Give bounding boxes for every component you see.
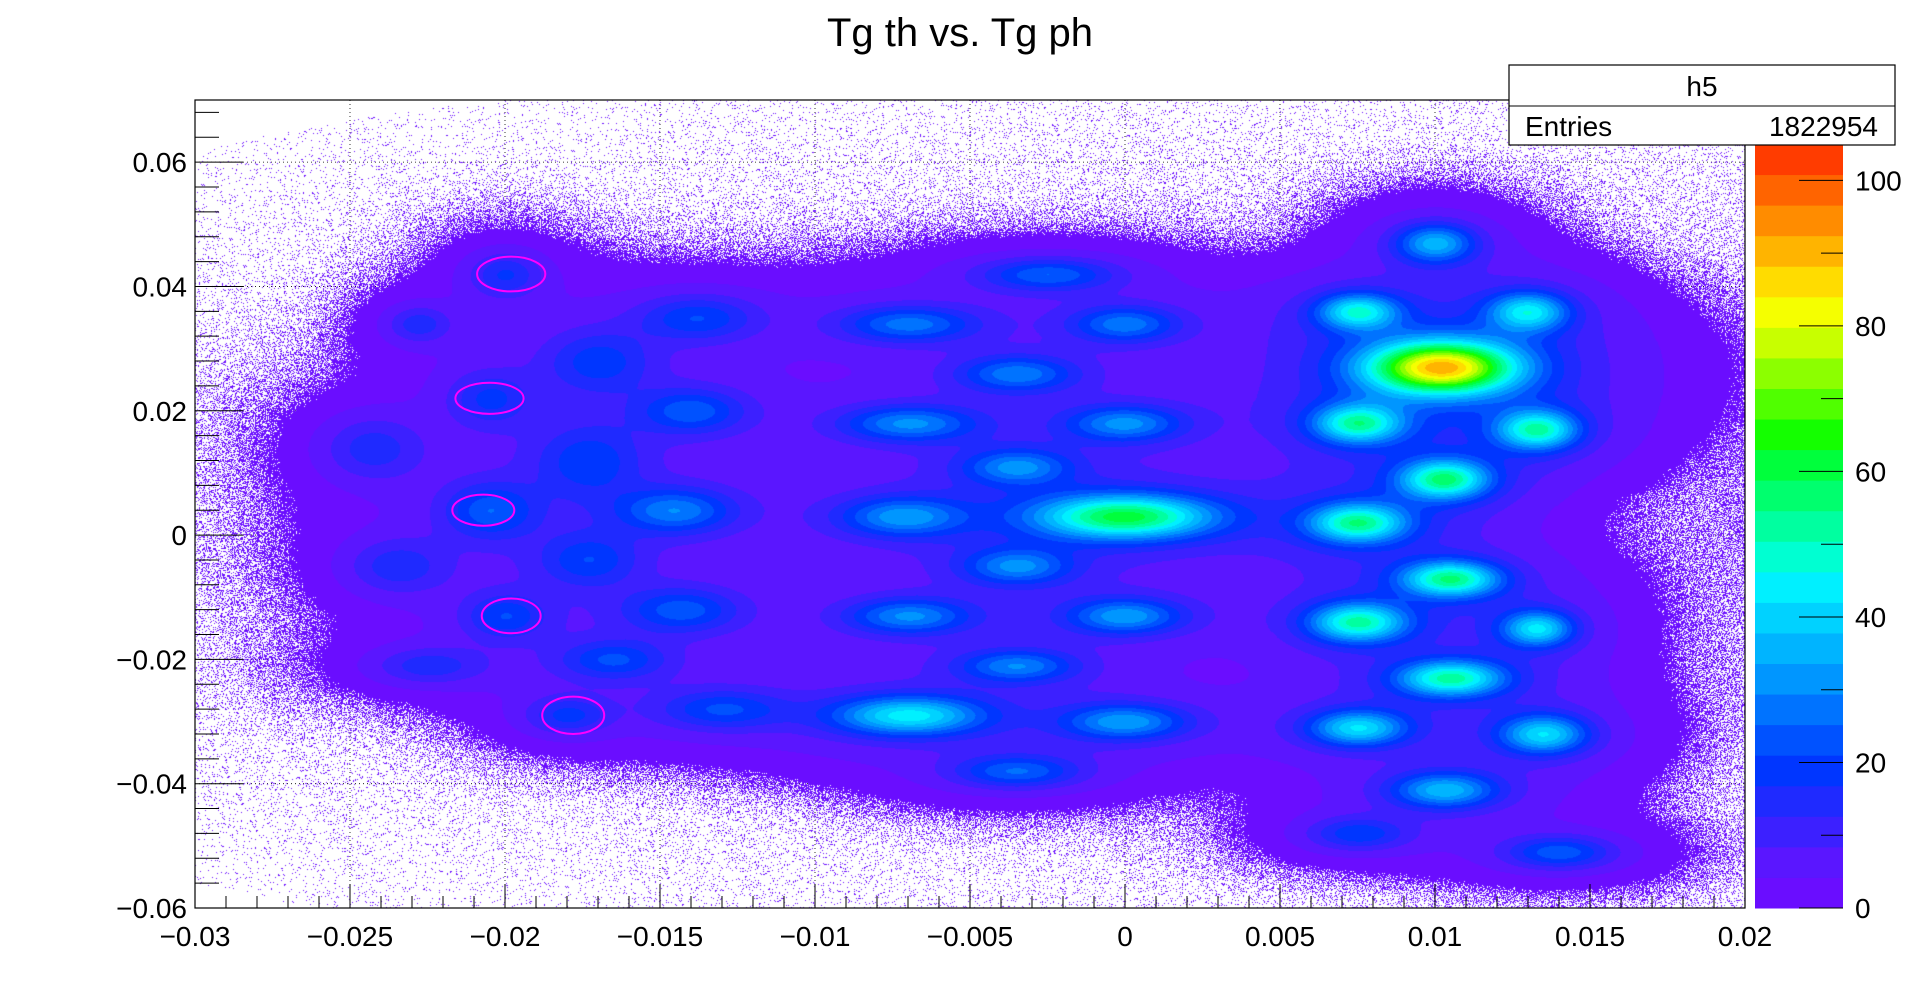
x-tick-label-5: −0.005	[927, 921, 1013, 952]
cut-contour-2	[451, 493, 516, 527]
colorbar-segment-4	[1755, 755, 1843, 787]
colorbar-segment-19	[1755, 296, 1843, 328]
colorbar-tick-label-4: 80	[1855, 311, 1886, 342]
x-tick-label-0: −0.03	[160, 921, 231, 952]
colorbar-segment-8	[1755, 632, 1843, 665]
x-tick-label-7: 0.005	[1245, 921, 1315, 952]
colorbar-segment-16	[1755, 388, 1843, 420]
x-tick-label-1: −0.025	[307, 921, 393, 952]
cut-contour-0	[476, 255, 547, 293]
x-tick-label-6: 0	[1117, 921, 1133, 952]
y-tick-label-6: 0.06	[133, 147, 188, 178]
y-tick-label-5: 0.04	[133, 271, 188, 302]
colorbar-segment-14	[1755, 449, 1843, 481]
colorbar-tick-label-3: 60	[1855, 456, 1886, 487]
colorbar-tick-label-1: 20	[1855, 747, 1886, 778]
colorbar-segment-12	[1755, 510, 1843, 542]
cut-contour-1	[454, 381, 525, 415]
colorbar-segment-6	[1755, 694, 1843, 726]
colorbar-segment-17	[1755, 357, 1843, 389]
x-tick-label-8: 0.01	[1408, 921, 1463, 952]
cut-contour-3	[480, 597, 542, 635]
x-tick-label-2: −0.02	[470, 921, 541, 952]
x-tick-label-4: −0.01	[780, 921, 851, 952]
heatmap-density-canvas	[195, 100, 1745, 908]
colorbar-segment-9	[1755, 602, 1843, 634]
chart-title: Tg th vs. Tg ph	[827, 11, 1093, 55]
stats-entries-label: Entries	[1525, 111, 1612, 142]
colorbar-segment-3	[1755, 785, 1843, 817]
stats-entries-value: 1822954	[1769, 111, 1878, 142]
cut-contour-4	[541, 695, 606, 735]
colorbar-tick-label-5: 100	[1855, 165, 1902, 196]
y-tick-label-1: −0.04	[116, 769, 187, 800]
colorbar-segment-18	[1755, 327, 1843, 359]
y-tick-label-3: 0	[171, 520, 187, 551]
colorbar-tick-label-2: 40	[1855, 602, 1886, 633]
x-tick-label-10: 0.02	[1718, 921, 1773, 952]
colorbar-segment-20	[1755, 266, 1843, 298]
x-axis: −0.03 −0.025 −0.02 −0.015 −0.01 −0.005 0 0.005 0…	[160, 884, 1773, 952]
colorbar-segment-13	[1755, 480, 1843, 512]
stats-box: h5 Entries 1822954	[1508, 64, 1896, 146]
x-tick-label-9: 0.015	[1555, 921, 1625, 952]
colorbar-segment-24	[1755, 144, 1843, 176]
y-axis: −0.06 −0.04 −0.02 0 0.02 0.04 0.06	[116, 111, 243, 924]
stats-histogram-name: h5	[1686, 71, 1717, 102]
colorbar-segment-0	[1755, 877, 1843, 909]
colorbar-tick-label-0: 0	[1855, 893, 1871, 924]
colorbar-segment-22	[1755, 205, 1843, 237]
colorbar-segment-1	[1755, 846, 1843, 878]
colorbar-segment-5	[1755, 724, 1843, 756]
colorbar-segment-15	[1755, 419, 1843, 451]
cut-contours	[451, 255, 606, 735]
x-tick-label-3: −0.015	[617, 921, 703, 952]
colorbar-segment-23	[1755, 174, 1843, 206]
colorbar-segment-11	[1755, 541, 1843, 573]
y-tick-label-2: −0.02	[116, 644, 187, 675]
y-tick-label-0: −0.06	[116, 893, 187, 924]
colorbar-segment-2	[1755, 816, 1843, 848]
y-tick-label-4: 0.02	[133, 396, 188, 427]
colorbar-segment-10	[1755, 571, 1843, 603]
colorbar-segment-21	[1755, 235, 1843, 267]
color-scale-bar: 0 20 40 60 80 100	[1755, 144, 1902, 924]
